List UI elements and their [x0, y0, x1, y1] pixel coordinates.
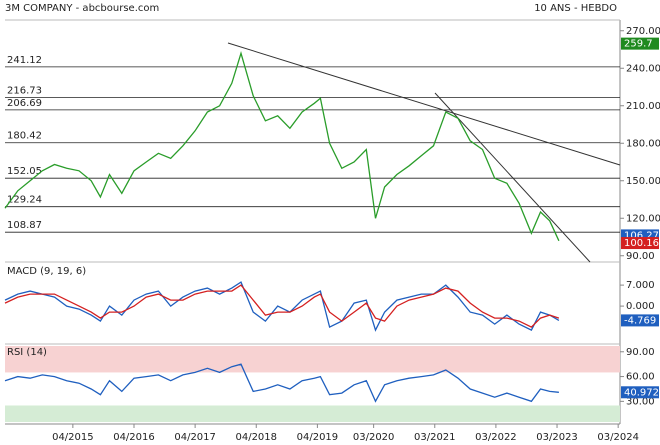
x-tick-label: 03/2024: [597, 432, 639, 443]
trend-line: [434, 92, 591, 263]
level-label: 241.12: [7, 55, 42, 66]
value-badge: [621, 314, 659, 327]
price-badge: [621, 37, 659, 50]
price-badge: [621, 237, 659, 250]
period-label: 10 ANS - HEBDO: [534, 3, 617, 14]
panel-title: RSI (14): [7, 347, 47, 358]
y-tick-label: 30.00: [626, 396, 655, 407]
level-label: 206.69: [7, 98, 42, 109]
y-tick-label: 7.000: [626, 280, 655, 291]
price-badge-label: 259.7: [624, 39, 653, 50]
x-tick-label: 03/2023: [536, 432, 578, 443]
level-label: 108.87: [7, 220, 42, 231]
y-tick-label: 240.00: [626, 63, 660, 74]
x-tick-label: 04/2017: [174, 432, 216, 443]
rsi-band: [5, 405, 620, 422]
y-tick-label: 150.00: [626, 176, 660, 187]
x-tick-label: 03/2021: [414, 432, 456, 443]
level-label: 180.42: [7, 131, 42, 142]
level-label: 216.73: [7, 85, 42, 96]
x-tick-label: 04/2019: [297, 432, 339, 443]
level-label: 152.05: [7, 166, 42, 177]
value-badge-label: 40.972: [624, 387, 659, 398]
y-tick-label: 60.00: [626, 372, 655, 383]
y-tick-label: 120.00: [626, 213, 660, 224]
series-line: [4, 284, 560, 328]
y-tick-label: 270.00: [626, 26, 660, 37]
chart-title: 3M COMPANY - abcbourse.com: [5, 3, 159, 14]
x-tick-label: 04/2018: [235, 432, 277, 443]
x-tick-label: 04/2016: [113, 432, 155, 443]
y-tick-label: 90.00: [626, 347, 655, 358]
y-tick-label: 0.000: [626, 301, 655, 312]
trend-line: [227, 42, 621, 166]
value-badge-label: -4.769: [624, 315, 656, 326]
y-tick-label: 180.00: [626, 138, 660, 149]
x-tick-label: 03/2020: [353, 432, 395, 443]
level-label: 129.24: [7, 195, 42, 206]
value-badge: [621, 386, 659, 399]
rsi-band: [5, 346, 620, 373]
y-tick-label: 90.00: [626, 251, 655, 262]
price-badge-label: 106.27: [624, 230, 659, 241]
panel-title: MACD (9, 19, 6): [7, 266, 86, 277]
x-tick-label: 03/2022: [475, 432, 517, 443]
x-tick-label: 04/2015: [52, 432, 94, 443]
y-tick-label: 210.00: [626, 101, 660, 112]
series-line: [4, 51, 560, 242]
price-badge-label: 100.16: [624, 238, 659, 249]
series-line: [4, 363, 559, 403]
